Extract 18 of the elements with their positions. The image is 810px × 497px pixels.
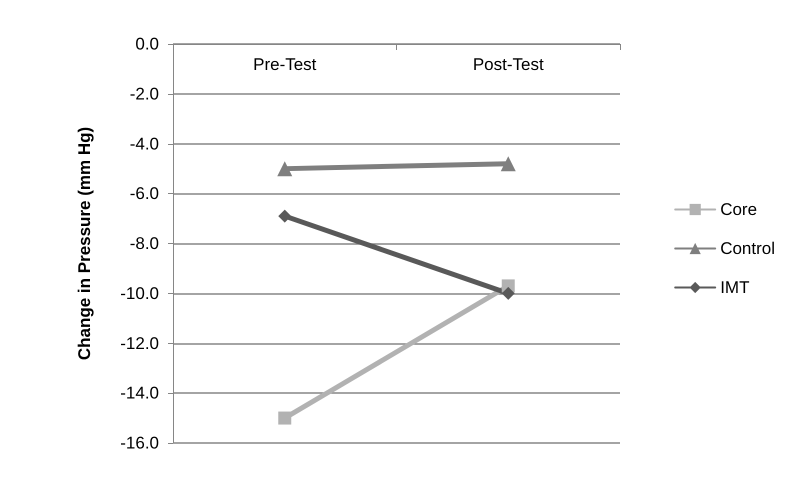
point <box>278 210 292 223</box>
y-tick-label: -8.0 <box>130 234 159 253</box>
point <box>502 286 515 300</box>
y-tick-label: -2.0 <box>130 84 159 104</box>
x-tick-label: Pre-Test <box>253 55 317 74</box>
x-tick-label: Post-Test <box>472 55 544 74</box>
y-tick-label: -16.0 <box>120 434 159 452</box>
y-tick-label: -14.0 <box>120 384 159 403</box>
legend-label: Control <box>720 239 776 258</box>
y-tick-label: -4.0 <box>130 134 159 154</box>
point <box>278 412 292 425</box>
y-tick-label: -12.0 <box>120 334 159 353</box>
legend-label: Core <box>720 200 758 219</box>
y-tick-label: 0.0 <box>135 34 159 54</box>
y-axis-title: Change in Pressure (mm Hg) <box>75 126 94 360</box>
legend-label: IMT <box>720 278 750 297</box>
y-tick-label: -6.0 <box>130 184 159 204</box>
y-tick-label: -10.0 <box>120 284 159 303</box>
